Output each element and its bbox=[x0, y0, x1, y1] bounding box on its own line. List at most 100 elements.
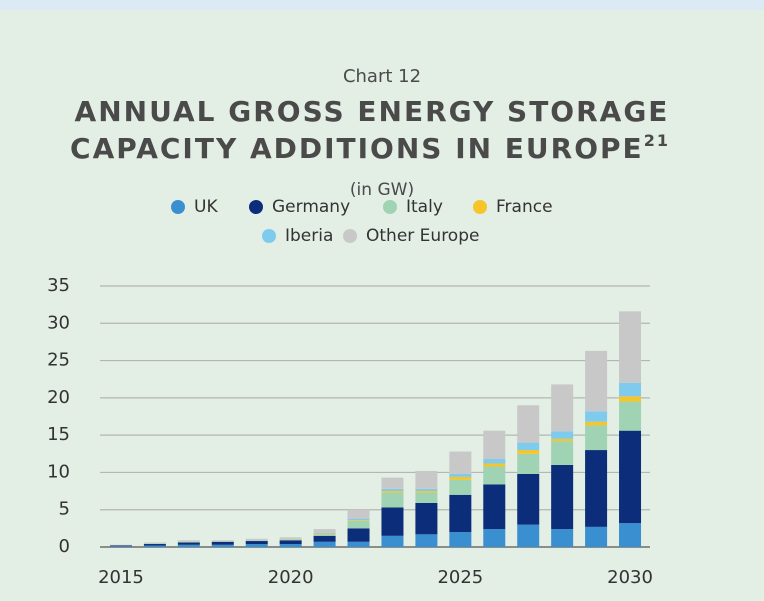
bar-segment bbox=[619, 311, 642, 383]
legend-swatch bbox=[262, 229, 276, 243]
bar-segment bbox=[449, 451, 472, 474]
bar-segment bbox=[211, 544, 234, 547]
bar-segment bbox=[551, 431, 574, 439]
bar-segment bbox=[449, 476, 472, 480]
bar-segment bbox=[551, 529, 574, 547]
bar-segment bbox=[245, 540, 268, 542]
bar-segment bbox=[517, 453, 540, 474]
bar-segment bbox=[551, 438, 574, 442]
bar-segment bbox=[279, 544, 302, 547]
legend-label: Germany bbox=[272, 197, 350, 217]
legend-swatch bbox=[249, 200, 263, 214]
bar-segment bbox=[313, 535, 336, 542]
bar-segment bbox=[381, 507, 404, 536]
legend-swatch bbox=[473, 200, 487, 214]
bar-segment bbox=[211, 540, 234, 542]
bar-segment bbox=[143, 545, 166, 547]
bar-segment bbox=[517, 442, 540, 451]
bar-segment bbox=[483, 463, 506, 467]
bar-segment bbox=[279, 540, 302, 545]
bar-segment bbox=[585, 350, 608, 412]
bar-segment bbox=[483, 459, 506, 464]
subtitle: (in GW) bbox=[350, 180, 414, 200]
bar-segment bbox=[551, 464, 574, 530]
bar-segment bbox=[177, 541, 200, 543]
bar-segment bbox=[381, 492, 404, 508]
x-tick-label: 2020 bbox=[268, 567, 314, 588]
bar-segment bbox=[381, 535, 404, 547]
bar-segment bbox=[517, 405, 540, 443]
y-tick-label: 10 bbox=[47, 461, 70, 482]
bar-segment bbox=[245, 541, 268, 545]
bar-segment bbox=[551, 384, 574, 432]
y-tick-label: 5 bbox=[59, 499, 70, 520]
chart-label: Chart 12 bbox=[343, 66, 421, 87]
bar-segment bbox=[483, 529, 506, 547]
bar-segment bbox=[347, 528, 370, 542]
bar-segment bbox=[381, 477, 404, 489]
bar-segment bbox=[279, 537, 302, 539]
bar-segment bbox=[381, 488, 404, 492]
bar-segment bbox=[211, 541, 234, 545]
bar-segment bbox=[483, 484, 506, 530]
bar-segment bbox=[585, 421, 608, 426]
bar-segment bbox=[109, 545, 132, 547]
legend-label: Italy bbox=[406, 197, 443, 217]
bar-segment bbox=[483, 430, 506, 460]
bar-segment bbox=[415, 470, 438, 489]
bar-segment bbox=[585, 425, 608, 451]
bar-segment bbox=[585, 450, 608, 527]
bar-segment bbox=[347, 520, 370, 521]
bar-segment bbox=[483, 466, 506, 485]
x-tick-label: 2025 bbox=[437, 567, 483, 588]
bar-segment bbox=[449, 494, 472, 533]
y-tick-label: 25 bbox=[47, 350, 70, 371]
bar-segment bbox=[415, 503, 438, 535]
bar-segment bbox=[585, 526, 608, 547]
bar-segment bbox=[347, 520, 370, 529]
legend-label: Iberia bbox=[285, 226, 333, 246]
footnote: 21 bbox=[644, 131, 670, 150]
bar-segment bbox=[347, 541, 370, 547]
bar-segment bbox=[619, 401, 642, 431]
bar-segment bbox=[415, 534, 438, 547]
bar-segment bbox=[109, 544, 132, 546]
legend-label: UK bbox=[194, 197, 218, 217]
bar-segment bbox=[449, 479, 472, 495]
bar-segment bbox=[313, 529, 336, 533]
bar-segment bbox=[619, 382, 642, 397]
bar-segment bbox=[517, 524, 540, 547]
y-tick-label: 20 bbox=[47, 387, 70, 408]
bar-segment bbox=[415, 492, 438, 504]
bar-segment bbox=[619, 430, 642, 524]
legend-swatch bbox=[383, 200, 397, 214]
bar-segment bbox=[449, 473, 472, 477]
legend-swatch bbox=[171, 200, 185, 214]
bar-segment bbox=[177, 542, 200, 545]
bar-segment bbox=[109, 546, 132, 547]
chart-title-line: CAPACITY ADDITIONS IN EUROPE bbox=[70, 132, 644, 165]
legend-label: France bbox=[496, 197, 553, 217]
x-tick-label: 2015 bbox=[98, 567, 144, 588]
bar-segment bbox=[517, 450, 540, 454]
bar-segment bbox=[347, 509, 370, 519]
bar-segment bbox=[279, 539, 302, 541]
legend-label: Other Europe bbox=[366, 226, 479, 246]
bar-segment bbox=[381, 491, 404, 493]
bar-segment bbox=[415, 491, 438, 493]
bar-segment bbox=[449, 532, 472, 547]
bar-segment bbox=[619, 523, 642, 547]
bar-segment bbox=[143, 542, 166, 544]
top-band bbox=[0, 0, 764, 10]
bar-segment bbox=[313, 541, 336, 547]
y-tick-label: 35 bbox=[47, 275, 70, 296]
bar-segment bbox=[177, 544, 200, 547]
chart-title: ANNUAL GROSS ENERGY STORAGE bbox=[75, 95, 670, 128]
bar-segment bbox=[517, 473, 540, 525]
bar-segment bbox=[347, 518, 370, 521]
x-tick-label: 2030 bbox=[607, 567, 653, 588]
bar-segment bbox=[177, 540, 200, 542]
bar-segment bbox=[619, 396, 642, 402]
bar-segment bbox=[143, 544, 166, 546]
y-tick-label: 30 bbox=[47, 312, 70, 333]
